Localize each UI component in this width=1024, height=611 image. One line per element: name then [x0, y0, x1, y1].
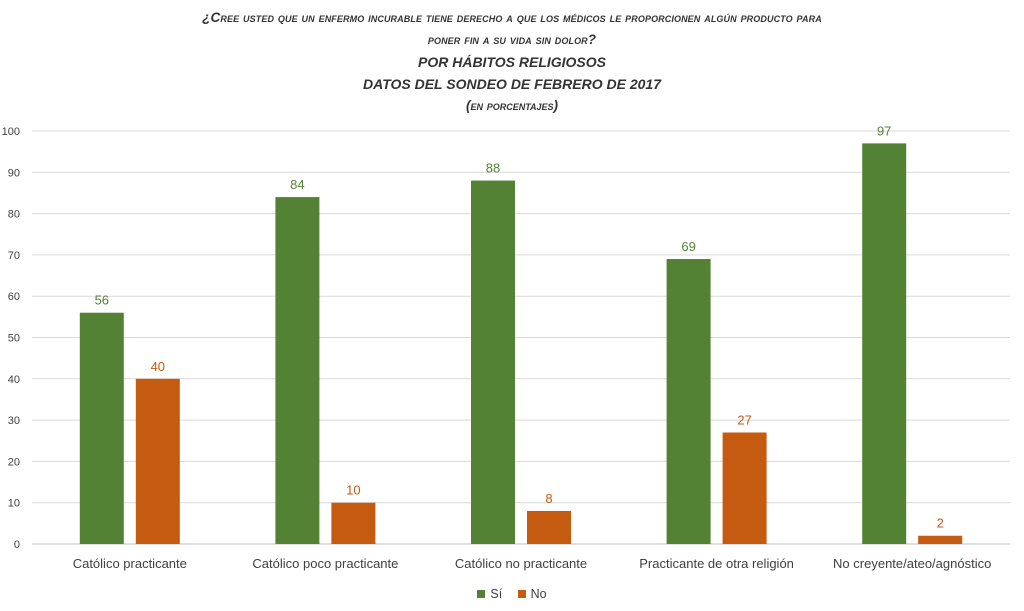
x-category-label: Católico no practicante — [455, 556, 587, 571]
legend-swatch-no — [517, 590, 526, 598]
y-tick-label: 30 — [8, 415, 20, 427]
x-axis-categories: Católico practicante Católico poco practi… — [73, 556, 992, 571]
x-category-label: No creyente/ateo/agnóstico — [833, 556, 991, 571]
bar-si — [471, 180, 515, 544]
y-tick-label: 60 — [8, 291, 20, 303]
y-tick-label: 20 — [8, 456, 20, 468]
y-tick-label: 80 — [8, 209, 20, 221]
title-question-line2: poner fin a su vida sin dolor? — [427, 32, 597, 47]
legend-item-si: Sí — [477, 587, 502, 601]
title-subtitle: POR HÁBITOS RELIGIOSOS — [418, 54, 606, 70]
bar-si — [79, 312, 124, 544]
data-label-no: 40 — [151, 359, 165, 374]
data-label-si: 69 — [681, 239, 695, 254]
data-label-si: 84 — [290, 177, 304, 192]
bar-no — [527, 510, 571, 544]
y-tick-label: 40 — [8, 374, 20, 386]
data-label-no: 2 — [937, 516, 944, 531]
data-label-si: 56 — [95, 293, 109, 308]
legend-swatch-si — [477, 590, 486, 598]
bars — [79, 143, 963, 544]
y-tick-label: 10 — [8, 498, 20, 510]
legend: Sí No — [0, 587, 1024, 601]
grid-lines — [32, 130, 1010, 545]
data-label-no: 27 — [737, 412, 751, 427]
data-label-si: 97 — [877, 123, 891, 138]
y-axis-ticks: 0 10 20 30 40 50 60 70 80 90 100 — [2, 126, 20, 551]
bar-no — [135, 378, 180, 544]
y-tick-label: 0 — [14, 539, 20, 551]
bar-no — [722, 432, 767, 544]
legend-item-no: No — [517, 587, 547, 601]
data-label-si: 88 — [486, 161, 500, 176]
y-tick-label: 70 — [8, 250, 20, 262]
x-category-label: Practicante de otra religión — [639, 556, 794, 571]
bar-no — [918, 535, 963, 544]
bar-si — [275, 197, 320, 544]
data-label-no: 8 — [545, 491, 552, 506]
x-category-label: Católico practicante — [73, 556, 187, 571]
bar-si — [666, 259, 711, 544]
title-question-line1: ¿Cree usted que un enfermo incurable tie… — [202, 10, 822, 25]
y-tick-label: 90 — [8, 167, 20, 179]
title-date: DATOS DEL SONDEO DE FEBRERO DE 2017 — [363, 76, 661, 92]
y-tick-label: 100 — [2, 126, 20, 138]
x-category-label: Católico poco practicante — [252, 556, 398, 571]
bar-si — [862, 143, 907, 544]
legend-label-si: Sí — [490, 587, 503, 601]
y-tick-label: 50 — [8, 333, 20, 345]
legend-label-no: No — [530, 587, 547, 601]
bar-no — [331, 502, 376, 544]
title-units: (en porcentajes) — [465, 98, 559, 113]
data-label-no: 10 — [346, 483, 360, 498]
